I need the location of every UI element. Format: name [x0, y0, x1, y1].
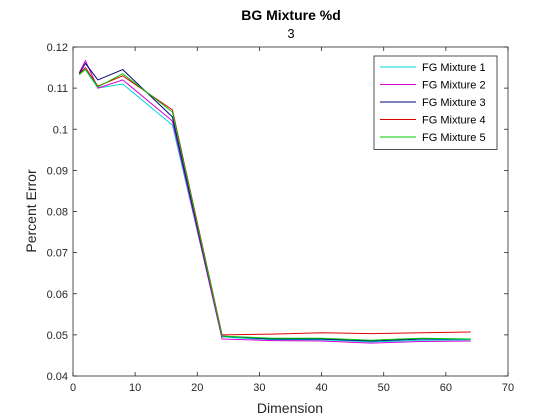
x-tick-label: 30	[253, 382, 265, 394]
x-tick-label: 0	[70, 382, 76, 394]
legend-box	[373, 55, 498, 150]
y-tick-label: 0.11	[47, 83, 68, 95]
legend: FG Mixture 1 FG Mixture 2 FG Mixture 3 FG M…	[373, 55, 498, 150]
y-tick-label: 0.12	[47, 42, 68, 54]
y-tick-label: 0.08	[47, 207, 68, 219]
y-tick-label: 0.04	[47, 371, 68, 383]
x-tick-label: 50	[378, 382, 390, 394]
y-tick-label: 0.09	[47, 165, 68, 177]
x-tick-label: 70	[502, 382, 514, 394]
x-tick-label: 60	[440, 382, 452, 394]
y-tick-label: 0.05	[47, 330, 68, 342]
chart-title: BG Mixture %d	[241, 7, 341, 23]
legend-label: FG Mixture 5	[422, 132, 486, 144]
y-tick-label: 0.07	[47, 248, 68, 260]
series-line-2	[78, 59, 471, 344]
y-tick-label: 0.1	[53, 124, 68, 136]
series-layer	[78, 59, 471, 344]
x-axis-label: Dimension	[257, 400, 323, 416]
legend-label: FG Mixture 2	[422, 80, 486, 92]
y-tick-label: 0.06	[47, 289, 68, 301]
x-tick-label: 40	[315, 382, 327, 394]
legend-label: FG Mixture 1	[422, 62, 486, 74]
x-tick-label: 20	[191, 382, 203, 394]
tick-layer: 0 10 20 30 40 50 60 70 0.04 0.05 0.06 0.07 0.08 0.09 0…	[47, 42, 515, 394]
legend-label: FG Mixture 4	[422, 115, 486, 127]
legend-label: FG Mixture 3	[422, 97, 486, 109]
series-line-5	[78, 68, 471, 341]
x-tick-label: 10	[129, 382, 141, 394]
y-axis-label: Percent Error	[23, 169, 39, 253]
chart-subtitle: 3	[287, 26, 294, 41]
